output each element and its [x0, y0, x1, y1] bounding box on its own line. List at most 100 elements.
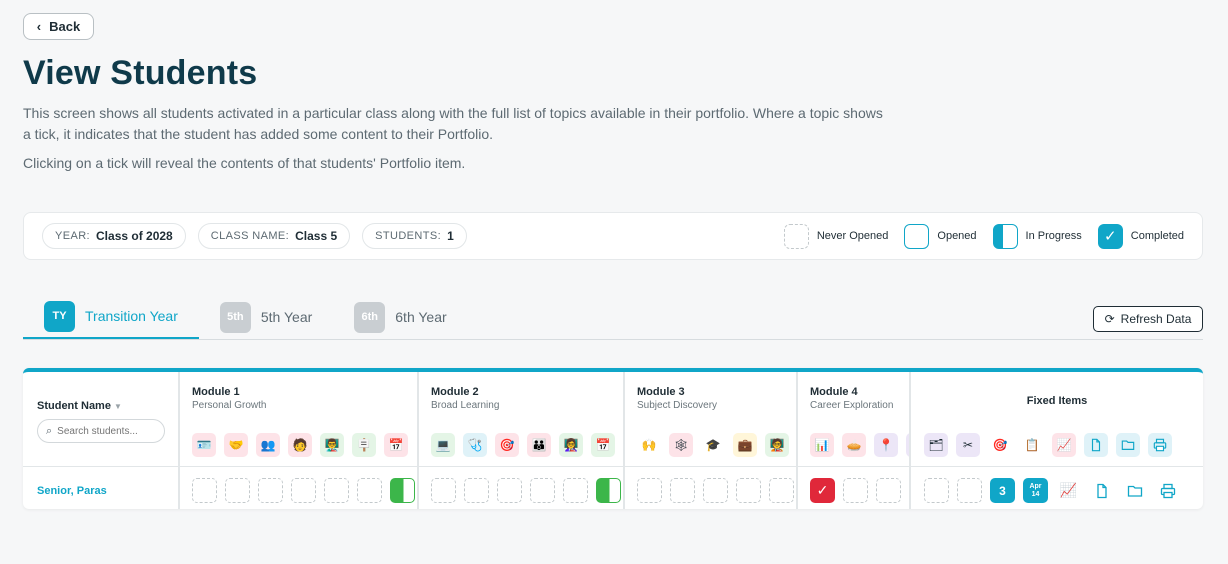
status-cell-never-opened[interactable] [530, 478, 555, 503]
status-cell-in-progress[interactable] [390, 478, 415, 503]
page-description-hint: Clicking on a tick will reveal the conte… [23, 155, 466, 171]
file-icon[interactable] [1089, 478, 1114, 503]
hands-icon[interactable]: 🙌 [637, 433, 661, 457]
printer-icon[interactable] [1148, 433, 1172, 457]
people-icon[interactable]: 👪 [527, 433, 551, 457]
status-cell-never-opened[interactable] [192, 478, 217, 503]
page-description: This screen shows all students activated… [23, 105, 883, 142]
skills-icon[interactable]: ✂ [956, 433, 980, 457]
status-cell-never-opened[interactable] [324, 478, 349, 503]
location-pin-icon[interactable]: 📍 [874, 433, 898, 457]
meeting-icon[interactable]: 👨‍🏫 [320, 433, 344, 457]
status-cell-never-opened[interactable] [670, 478, 695, 503]
row-divider [23, 466, 1203, 467]
module-subtitle: Personal Growth [192, 400, 267, 411]
module-header: Module 4 Career Exploration [810, 386, 893, 411]
status-cell-never-opened[interactable] [957, 478, 982, 503]
status-cell-completed[interactable]: ✓ [810, 478, 835, 503]
tab-badge-ty: TY [44, 300, 75, 332]
module-2-topic-icons: 💻 🩺 🎯 👪 👩‍🏫 📅 [431, 433, 615, 457]
tutor-icon[interactable]: 🧑‍🏫 [765, 433, 789, 457]
folder-icon[interactable] [1122, 478, 1147, 503]
status-cell-never-opened[interactable] [637, 478, 662, 503]
module-1-column: Module 1 Personal Growth 🪪 🤝 👥 🧑 👨‍🏫 🪧 📅 [180, 372, 419, 509]
team-icon[interactable]: 👥 [256, 433, 280, 457]
count-badge[interactable]: 3 [990, 478, 1015, 503]
signpost-icon[interactable]: 🪧 [352, 433, 376, 457]
date-month: Apr [1029, 482, 1042, 490]
module-2-column: Module 2 Broad Learning 💻 🩺 🎯 👪 👩‍🏫 📅 [419, 372, 625, 509]
module-title: Module 4 [810, 386, 858, 398]
status-cell-never-opened[interactable] [563, 478, 588, 503]
presenter-icon[interactable]: 🧑 [288, 433, 312, 457]
search-students-field[interactable]: ⌕ [37, 419, 165, 443]
fixed-items-column: Fixed Items 🗂 ✂ 🎯 📋 📈 [911, 372, 1203, 509]
printer-icon[interactable] [1155, 478, 1180, 503]
presentation-icon[interactable]: 📊 [810, 433, 834, 457]
partial-icon[interactable] [906, 433, 909, 457]
opened-swatch [904, 223, 930, 249]
folder-icon[interactable] [1116, 433, 1140, 457]
page-title: View Students [23, 54, 258, 92]
tab-label: 5th Year [260, 309, 313, 325]
tab-transition-year[interactable]: TY Transition Year [23, 295, 199, 339]
status-cell-never-opened[interactable] [703, 478, 728, 503]
id-card-icon[interactable]: 🪪 [192, 433, 216, 457]
search-icon: ⌕ [46, 424, 53, 437]
status-cell-never-opened[interactable] [258, 478, 283, 503]
module-4-status-cells: ✓ [810, 478, 909, 503]
group-icon[interactable]: 🤝 [224, 433, 248, 457]
presentation-icon[interactable]: 📈 [1052, 433, 1076, 457]
legend-completed: ✓ Completed [1097, 223, 1184, 249]
status-cell-never-opened[interactable] [431, 478, 456, 503]
students-table: Student Name▼ ⌕ Senior, Paras Module 1 P… [23, 368, 1203, 509]
tab-label: Transition Year [85, 308, 178, 324]
target-icon[interactable]: 🎯 [495, 433, 519, 457]
module-2-status-cells [431, 478, 621, 503]
status-cell-never-opened[interactable] [736, 478, 761, 503]
cpr-icon[interactable]: 🩺 [463, 433, 487, 457]
tab-5th-year[interactable]: 5th 5th Year [199, 295, 333, 339]
refresh-icon: ⟳ [1104, 312, 1115, 326]
graduate-icon[interactable]: 🎓 [701, 433, 725, 457]
status-cell-never-opened[interactable] [225, 478, 250, 503]
student-name-header[interactable]: Student Name ▼ [37, 400, 122, 412]
status-cell-never-opened[interactable] [876, 478, 901, 503]
tab-6th-year[interactable]: 6th 6th Year [333, 295, 467, 339]
computer-icon[interactable]: 💻 [431, 433, 455, 457]
teacher-icon[interactable]: 👩‍🏫 [559, 433, 583, 457]
pie-chart-icon[interactable]: 🥧 [842, 433, 866, 457]
legend-progress-label: In Progress [1025, 230, 1082, 242]
completed-check-icon: ✓ [1097, 223, 1123, 249]
status-cell-never-opened[interactable] [464, 478, 489, 503]
fixed-topic-icons: 🗂 ✂ 🎯 📋 📈 [924, 433, 1172, 457]
status-cell-in-progress[interactable] [596, 478, 621, 503]
search-input[interactable] [57, 425, 153, 437]
refresh-data-button[interactable]: ⟳ Refresh Data [1093, 306, 1203, 332]
clipboard-icon[interactable]: 📋 [1020, 433, 1044, 457]
module-3-column: Module 3 Subject Discovery 🙌 🕸 🎓 💼 🧑‍🏫 [625, 372, 798, 509]
calendar-icon[interactable]: 📅 [384, 433, 408, 457]
document-person-icon[interactable]: 🗂 [924, 433, 948, 457]
date-badge[interactable]: Apr 14 [1023, 478, 1048, 503]
class-name-value: Class 5 [295, 229, 338, 243]
refresh-label: Refresh Data [1120, 312, 1192, 326]
status-cell-never-opened[interactable] [769, 478, 794, 503]
module-4-topic-icons: 📊 🥧 📍 [810, 433, 909, 457]
back-button[interactable]: ‹ Back [23, 13, 94, 40]
tab-label: 6th Year [395, 309, 447, 325]
network-icon[interactable]: 🕸 [669, 433, 693, 457]
status-cell-never-opened[interactable] [497, 478, 522, 503]
sort-caret-icon: ▼ [113, 402, 122, 411]
status-cell-never-opened[interactable] [357, 478, 382, 503]
legend-opened-label: Opened [937, 230, 977, 242]
status-cell-never-opened[interactable] [291, 478, 316, 503]
calendar-icon[interactable]: 📅 [591, 433, 615, 457]
student-link[interactable]: Senior, Paras [37, 485, 107, 497]
file-icon[interactable] [1084, 433, 1108, 457]
status-cell-never-opened[interactable] [843, 478, 868, 503]
presentation-icon[interactable]: 📈 [1059, 482, 1078, 498]
target-icon[interactable]: 🎯 [988, 433, 1012, 457]
briefcase-icon[interactable]: 💼 [733, 433, 757, 457]
status-cell-never-opened[interactable] [924, 478, 949, 503]
